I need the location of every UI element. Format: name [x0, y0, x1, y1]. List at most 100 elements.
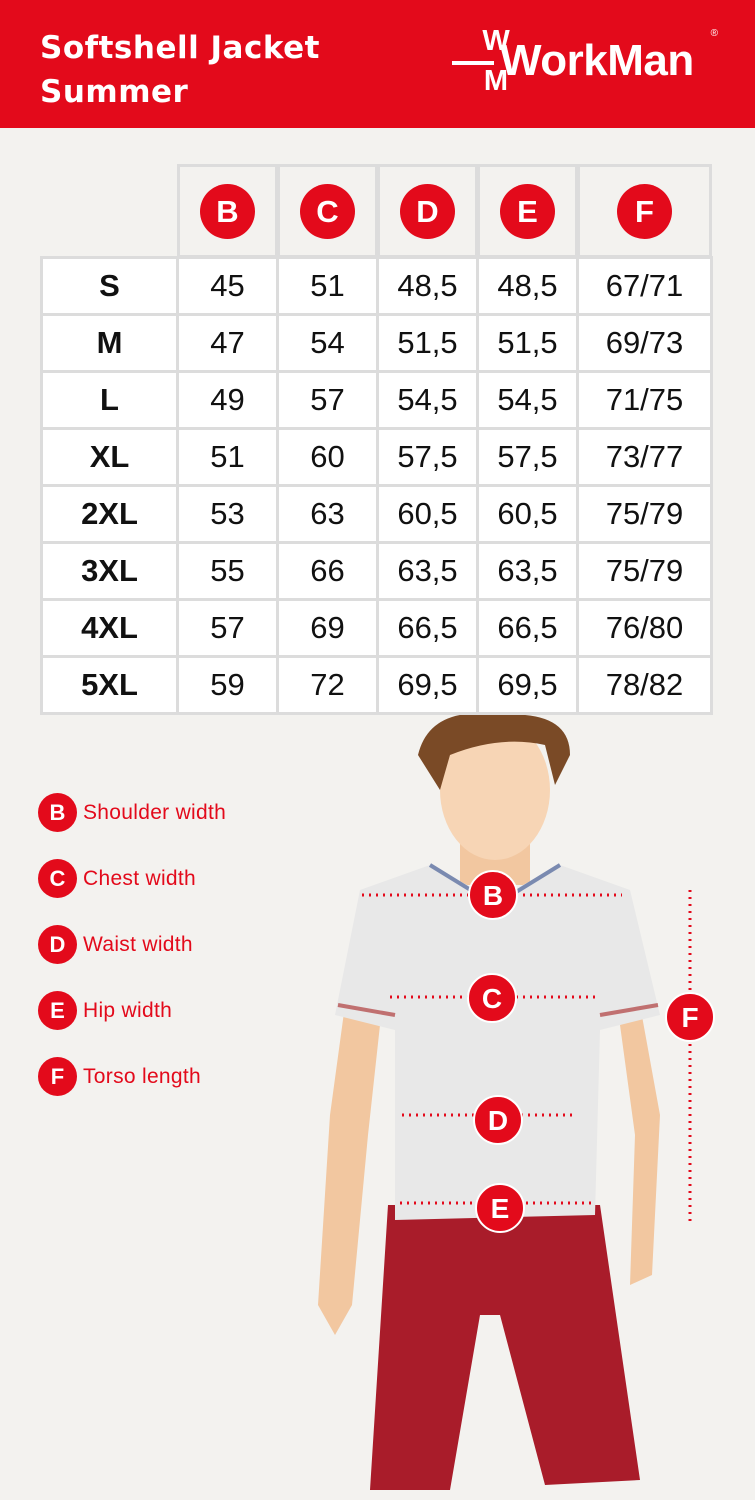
cell-e: 63,5: [476, 541, 579, 601]
table-row: XL 51 60 57,5 57,5 73/77: [40, 427, 713, 487]
size-label: L: [40, 370, 179, 430]
cell-b: 45: [176, 256, 279, 316]
cell-d: 60,5: [376, 484, 479, 544]
table-row: M 47 54 51,5 51,5 69/73: [40, 313, 713, 373]
cell-e: 48,5: [476, 256, 579, 316]
cell-b: 49: [176, 370, 279, 430]
cell-f: 75/79: [576, 484, 713, 544]
cell-b: 51: [176, 427, 279, 487]
cell-c: 60: [276, 427, 379, 487]
cell-f: 67/71: [576, 256, 713, 316]
cell-c: 63: [276, 484, 379, 544]
marker-label: C: [482, 983, 502, 1014]
marker-d: D: [473, 1095, 523, 1145]
cell-c: 66: [276, 541, 379, 601]
cell-f: 76/80: [576, 598, 713, 658]
cell-b: 59: [176, 655, 279, 715]
table-row: L 49 57 54,5 54,5 71/75: [40, 370, 713, 430]
size-label: S: [40, 256, 179, 316]
table-row: 4XL 57 69 66,5 66,5 76/80: [40, 598, 713, 658]
cell-c: 72: [276, 655, 379, 715]
legend-item: D Waist width: [38, 911, 226, 978]
brand-name: WorkMan: [500, 36, 694, 85]
badge-d: D: [400, 183, 455, 239]
cell-f: 75/79: [576, 541, 713, 601]
column-header-d: D: [377, 164, 478, 258]
title-line-1: Softshell Jacket: [40, 30, 320, 66]
cell-e: 54,5: [476, 370, 579, 430]
table-row: 3XL 55 66 63,5 63,5 75/79: [40, 541, 713, 601]
cell-f: 71/75: [576, 370, 713, 430]
table-row: S 45 51 48,5 48,5 67/71: [40, 256, 713, 316]
legend-label: Torso length: [83, 1064, 202, 1088]
cell-e: 66,5: [476, 598, 579, 658]
logo-w: W: [482, 25, 510, 57]
legend-label: Shoulder width: [83, 800, 227, 824]
product-title: Softshell Jacket Summer: [40, 26, 320, 114]
cell-d: 51,5: [376, 313, 479, 373]
cell-f: 73/77: [576, 427, 713, 487]
cell-f: 78/82: [576, 655, 713, 715]
size-label: 4XL: [40, 598, 179, 658]
measurement-legend: B Shoulder width C Chest width D Waist width E…: [38, 780, 226, 1110]
table-row: 2XL 53 63 60,5 60,5 75/79: [40, 484, 713, 544]
marker-label: E: [491, 1193, 510, 1224]
marker-b: B: [468, 870, 518, 920]
cell-b: 55: [176, 541, 279, 601]
legend-badge: B: [38, 793, 77, 832]
legend-item: B Shoulder width: [38, 779, 226, 846]
cell-d: 66,5: [376, 598, 479, 658]
marker-e: E: [475, 1183, 525, 1233]
cell-d: 63,5: [376, 541, 479, 601]
wm-mark: W M: [450, 24, 510, 100]
marker-c: C: [467, 973, 517, 1023]
table-row: 5XL 59 72 69,5 69,5 78/82: [40, 655, 713, 715]
size-label: 2XL: [40, 484, 179, 544]
cell-d: 54,5: [376, 370, 479, 430]
marker-label: D: [488, 1105, 508, 1136]
size-label: XL: [40, 427, 179, 487]
column-header-b: B: [177, 164, 278, 258]
size-label: 5XL: [40, 655, 179, 715]
cell-c: 69: [276, 598, 379, 658]
header-blank-cell: [43, 166, 176, 256]
badge-f: F: [617, 183, 672, 239]
marker-f: F: [665, 992, 715, 1042]
cell-e: 60,5: [476, 484, 579, 544]
legend-item: F Torso length: [38, 1043, 226, 1110]
workman-logo: W M WorkMan ®: [450, 24, 720, 100]
legend-badge: F: [38, 1057, 77, 1096]
badge-c: C: [300, 183, 355, 239]
cell-e: 51,5: [476, 313, 579, 373]
cell-f: 69/73: [576, 313, 713, 373]
cell-c: 51: [276, 256, 379, 316]
measurement-figure: B C D E F: [318, 715, 715, 1490]
cell-d: 57,5: [376, 427, 479, 487]
legend-item: C Chest width: [38, 845, 226, 912]
legend-label: Waist width: [83, 932, 193, 956]
legend-item: E Hip width: [38, 977, 226, 1044]
cell-c: 57: [276, 370, 379, 430]
cell-b: 57: [176, 598, 279, 658]
column-header-e: E: [477, 164, 578, 258]
cell-c: 54: [276, 313, 379, 373]
person-illustration: [318, 715, 660, 1490]
size-label: M: [40, 313, 179, 373]
size-label: 3XL: [40, 541, 179, 601]
logo-m: M: [483, 65, 509, 97]
header-banner: Softshell Jacket Summer W M WorkMan ®: [0, 0, 755, 128]
legend-label: Chest width: [83, 866, 197, 890]
badge-e: E: [500, 183, 555, 239]
cell-b: 53: [176, 484, 279, 544]
legend-badge: D: [38, 925, 77, 964]
registered-mark: ®: [710, 28, 718, 39]
cell-d: 69,5: [376, 655, 479, 715]
title-line-2: Summer: [40, 74, 189, 110]
badge-b: B: [200, 183, 255, 239]
column-header-f: F: [577, 164, 712, 258]
cell-e: 69,5: [476, 655, 579, 715]
marker-label: F: [681, 1002, 698, 1033]
legend-label: Hip width: [83, 998, 173, 1022]
